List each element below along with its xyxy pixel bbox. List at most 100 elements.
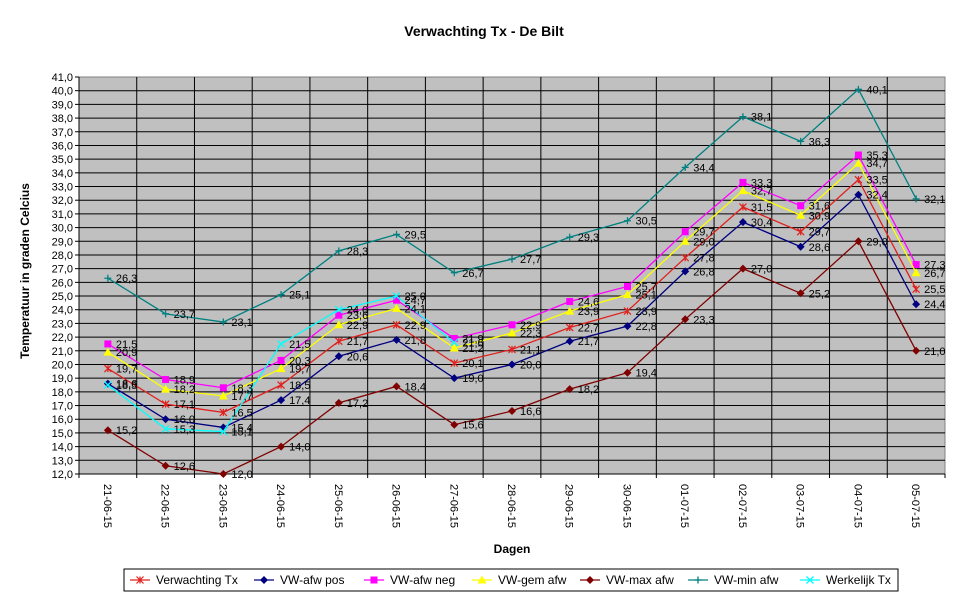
data-label: 24,4: [924, 299, 945, 311]
data-point: [912, 300, 921, 309]
data-point: [277, 396, 286, 405]
data-point: [277, 442, 286, 451]
legend-item: VW-gem afw: [472, 573, 567, 587]
data-label: 33,5: [866, 175, 887, 187]
data-label: 21,1: [520, 344, 541, 356]
data-label: 19,7: [289, 364, 310, 376]
x-tick-label: 27-06-15: [447, 484, 459, 528]
data-label: 26,8: [693, 266, 714, 278]
data-point: [566, 233, 574, 241]
data-label: 18,2: [174, 384, 195, 396]
x-tick-label: 25-06-15: [332, 484, 344, 528]
y-tick-label: 37,0: [52, 127, 73, 139]
data-label: 25,1: [635, 290, 656, 302]
data-label: 33,3: [751, 177, 772, 189]
data-point: [565, 385, 574, 394]
x-tick-label: 22-06-15: [159, 484, 171, 528]
data-label: 26,7: [462, 268, 483, 280]
y-tick-label: 24,0: [52, 305, 73, 317]
legend-swatch-marker: [136, 576, 144, 584]
data-point: [912, 285, 921, 294]
y-tick-label: 30,0: [52, 223, 73, 235]
y-tick-label: 14,0: [52, 442, 73, 454]
legend-swatch-marker: [694, 576, 702, 584]
y-tick-label: 25,0: [52, 291, 73, 303]
data-label: 24,0: [347, 305, 368, 317]
x-tick-label: 03-07-15: [794, 484, 806, 528]
data-label: 40,1: [866, 84, 887, 96]
data-label: 25,2: [809, 288, 830, 300]
data-label: 16,0: [174, 414, 195, 426]
x-axis-label: Dagen: [494, 542, 531, 556]
legend-swatch-marker: [260, 576, 268, 584]
data-point: [450, 374, 459, 383]
chart-title: Verwachting Tx - De Bilt: [404, 23, 564, 39]
data-label: 21,0: [924, 346, 945, 358]
data-point: [450, 334, 458, 342]
y-tick-label: 29,0: [52, 236, 73, 248]
data-label: 21,6: [462, 338, 483, 350]
series-6: [103, 292, 459, 436]
data-point: [161, 424, 170, 433]
series-4: [103, 237, 921, 478]
data-point: [565, 323, 574, 332]
data-point: [565, 337, 574, 346]
data-point: [739, 203, 747, 211]
legend-item: VW-max afw: [580, 573, 674, 587]
data-point: [681, 228, 689, 236]
data-label: 23,3: [693, 314, 714, 326]
data-label: 29,0: [866, 236, 887, 248]
data-point: [393, 230, 401, 238]
data-point: [219, 408, 228, 417]
data-label: 18,9: [174, 375, 195, 387]
data-point: [681, 253, 690, 262]
data-label: 28,6: [809, 242, 830, 254]
legend-swatch-marker: [370, 576, 378, 584]
data-point: [335, 311, 343, 319]
x-tick-label: 02-07-15: [736, 484, 748, 528]
data-point: [508, 345, 516, 354]
y-tick-label: 13,0: [52, 455, 73, 467]
y-axis-ticks: 12,013,014,015,016,017,018,019,020,021,0…: [52, 72, 945, 481]
data-point: [738, 186, 748, 195]
data-label: 23,9: [635, 306, 656, 318]
data-label: 32,1: [924, 194, 945, 206]
y-tick-label: 40,0: [52, 86, 73, 98]
data-point: [334, 320, 344, 329]
data-point: [508, 321, 516, 329]
data-label: 21,7: [347, 336, 368, 348]
data-label: 18,5: [289, 380, 310, 392]
y-tick-label: 28,0: [52, 250, 73, 262]
data-label: 32,4: [866, 190, 887, 202]
data-label: 25,1: [289, 290, 310, 302]
data-point: [739, 113, 747, 121]
data-label: 29,5: [405, 229, 426, 241]
y-tick-label: 35,0: [52, 154, 73, 166]
series-3: [103, 158, 921, 400]
data-label: 21,7: [578, 336, 599, 348]
data-point: [680, 236, 690, 245]
data-point: [103, 381, 112, 389]
x-axis-ticks: 21-06-15 22-06-15 23-06-15 24-06-15 25-06-15…: [78, 474, 946, 528]
data-point: [739, 178, 747, 186]
data-point: [508, 360, 516, 369]
data-point: [103, 426, 112, 435]
data-point: [392, 303, 402, 312]
data-label: 18,6: [116, 379, 137, 391]
data-label: 21,2: [462, 343, 483, 355]
data-label: 24,1: [405, 303, 426, 315]
data-label: 23,7: [174, 309, 195, 321]
legend-label: VW-max afw: [606, 573, 674, 587]
data-label: 20,9: [116, 347, 137, 359]
legend-item: Werkelijk Tx: [800, 573, 891, 587]
data-point: [219, 427, 228, 436]
data-label: 16,6: [520, 406, 541, 418]
data-label: 30,4: [751, 217, 772, 229]
legend-label: Verwachting Tx: [156, 573, 238, 587]
data-point: [854, 175, 863, 184]
data-point: [797, 137, 805, 145]
data-label: 29,0: [693, 236, 714, 248]
data-label: 15,2: [116, 425, 137, 437]
data-point: [796, 242, 805, 251]
data-point: [854, 190, 863, 199]
